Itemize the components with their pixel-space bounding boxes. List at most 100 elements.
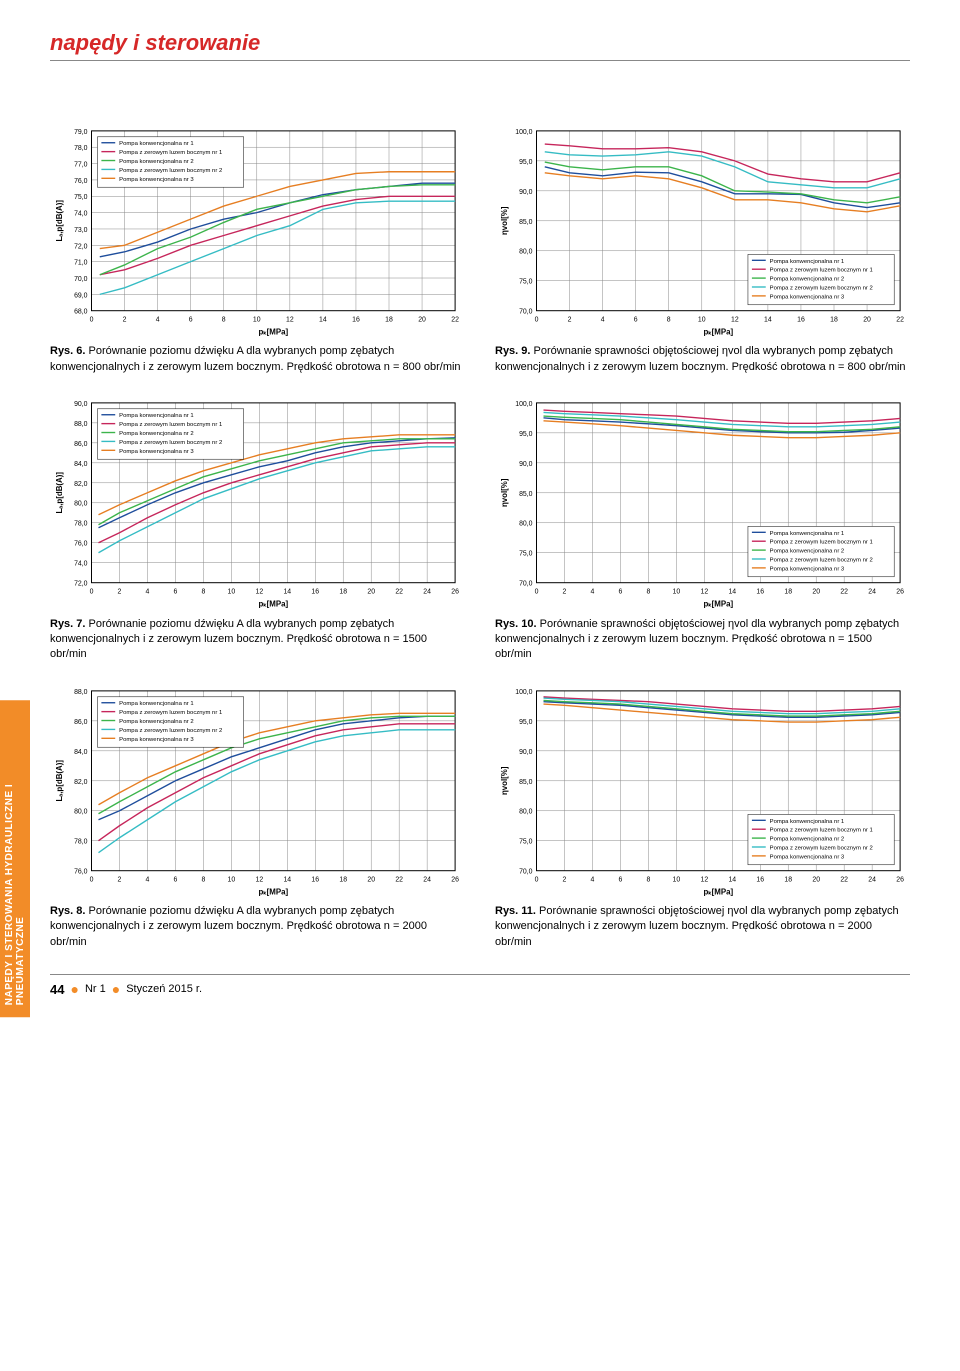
svg-text:0: 0 [90, 876, 94, 883]
svg-text:12: 12 [286, 317, 294, 324]
svg-text:22: 22 [451, 317, 459, 324]
svg-text:88,0: 88,0 [74, 689, 88, 696]
svg-text:6: 6 [189, 317, 193, 324]
svg-text:Pompa konwencjonalna nr 3: Pompa konwencjonalna nr 3 [119, 736, 194, 742]
svg-text:Pompa z zerowym luzem bocznym: Pompa z zerowym luzem bocznym nr 2 [770, 845, 873, 851]
svg-text:71,0: 71,0 [74, 260, 88, 267]
svg-text:78,0: 78,0 [74, 521, 88, 528]
svg-text:Lₐ,p[dB(A)]: Lₐ,p[dB(A)] [55, 472, 64, 514]
svg-text:14: 14 [283, 876, 291, 883]
svg-text:12: 12 [700, 589, 708, 596]
svg-text:95,0: 95,0 [519, 431, 533, 438]
svg-text:78,0: 78,0 [74, 145, 88, 152]
svg-text:76,0: 76,0 [74, 178, 88, 185]
footer-dot-icon: ● [112, 981, 120, 997]
svg-text:85,0: 85,0 [519, 219, 533, 226]
svg-text:Pompa z zerowym luzem bocznym: Pompa z zerowym luzem bocznym nr 1 [119, 710, 222, 716]
svg-text:10: 10 [253, 317, 261, 324]
svg-text:ηvol[%]: ηvol[%] [500, 478, 509, 507]
caption-fig11: Rys. 11. Porównanie sprawności objętości… [495, 904, 910, 950]
svg-text:70,0: 70,0 [519, 868, 533, 875]
svg-text:10: 10 [673, 589, 681, 596]
svg-text:12: 12 [700, 876, 708, 883]
svg-text:4: 4 [146, 589, 150, 596]
svg-text:Pompa z zerowym luzem bocznym: Pompa z zerowym luzem bocznym nr 2 [770, 285, 873, 291]
svg-text:86,0: 86,0 [74, 441, 88, 448]
caption-fig7: Rys. 7. Porównanie poziomu dźwięku A dla… [50, 617, 465, 663]
svg-text:100,0: 100,0 [515, 401, 532, 408]
svg-text:Pompa konwencjonalna nr 1: Pompa konwencjonalna nr 1 [119, 413, 194, 419]
svg-text:12: 12 [731, 317, 739, 324]
side-category-tab: NAPĘDY I STEROWANIA HYDRAULICZNE I PNEUM… [0, 700, 30, 1017]
svg-text:8: 8 [667, 317, 671, 324]
svg-text:0: 0 [90, 317, 94, 324]
svg-text:6: 6 [634, 317, 638, 324]
svg-text:18: 18 [385, 317, 393, 324]
svg-text:ηvol[%]: ηvol[%] [500, 766, 509, 795]
svg-text:Pompa konwencjonalna nr 3: Pompa konwencjonalna nr 3 [119, 177, 194, 183]
svg-text:16: 16 [352, 317, 360, 324]
svg-text:78,0: 78,0 [74, 838, 88, 845]
svg-text:80,0: 80,0 [519, 521, 533, 528]
svg-text:Pompa konwencjonalna nr 3: Pompa konwencjonalna nr 3 [119, 449, 194, 455]
svg-text:2: 2 [568, 317, 572, 324]
svg-text:85,0: 85,0 [519, 778, 533, 785]
svg-text:26: 26 [896, 589, 904, 596]
svg-text:90,0: 90,0 [519, 748, 533, 755]
svg-text:Pompa z zerowym luzem bocznym: Pompa z zerowym luzem bocznym nr 1 [770, 540, 873, 546]
svg-text:22: 22 [840, 589, 848, 596]
svg-text:Pompa konwencjonalna nr 1: Pompa konwencjonalna nr 1 [770, 259, 845, 265]
svg-text:Pompa konwencjonalna nr 1: Pompa konwencjonalna nr 1 [770, 818, 845, 824]
page-number: 44 [50, 982, 64, 997]
svg-text:22: 22 [896, 317, 904, 324]
svg-text:95,0: 95,0 [519, 719, 533, 726]
svg-text:6: 6 [618, 876, 622, 883]
svg-text:80,0: 80,0 [519, 808, 533, 815]
svg-text:75,0: 75,0 [519, 838, 533, 845]
svg-text:24: 24 [423, 589, 431, 596]
svg-text:88,0: 88,0 [74, 421, 88, 428]
svg-text:75,0: 75,0 [519, 279, 533, 286]
svg-text:10: 10 [698, 317, 706, 324]
svg-text:0: 0 [90, 589, 94, 596]
svg-text:95,0: 95,0 [519, 159, 533, 166]
svg-text:Pompa konwencjonalna nr 1: Pompa konwencjonalna nr 1 [119, 141, 194, 147]
svg-text:Pompa z zerowym luzem bocznym: Pompa z zerowym luzem bocznym nr 2 [770, 558, 873, 564]
svg-text:Lₐ,p[dB(A)]: Lₐ,p[dB(A)] [55, 200, 64, 242]
chart-fig9: 024681012141618202270,075,080,085,090,09… [495, 121, 910, 338]
svg-text:14: 14 [283, 589, 291, 596]
svg-text:2: 2 [118, 876, 122, 883]
caption-fig10: Rys. 10. Porównanie sprawności objętości… [495, 617, 910, 663]
svg-text:4: 4 [601, 317, 605, 324]
svg-text:84,0: 84,0 [74, 748, 88, 755]
svg-text:14: 14 [764, 317, 772, 324]
svg-text:Pompa z zerowym luzem bocznym: Pompa z zerowym luzem bocznym nr 1 [770, 827, 873, 833]
caption-fig9: Rys. 9. Porównanie sprawności objętościo… [495, 344, 910, 375]
svg-text:pₖ[MPa]: pₖ[MPa] [703, 600, 733, 609]
svg-text:Pompa z zerowym luzem bocznym: Pompa z zerowym luzem bocznym nr 2 [119, 440, 222, 446]
svg-text:16: 16 [756, 589, 764, 596]
svg-text:26: 26 [451, 876, 459, 883]
svg-text:20: 20 [367, 876, 375, 883]
svg-text:18: 18 [784, 589, 792, 596]
svg-text:Pompa konwencjonalna nr 2: Pompa konwencjonalna nr 2 [119, 719, 194, 725]
svg-text:8: 8 [201, 589, 205, 596]
svg-text:70,0: 70,0 [519, 309, 533, 316]
svg-text:18: 18 [784, 876, 792, 883]
svg-text:20: 20 [812, 589, 820, 596]
svg-text:16: 16 [311, 589, 319, 596]
svg-text:76,0: 76,0 [74, 541, 88, 548]
svg-text:pₖ[MPa]: pₖ[MPa] [258, 600, 288, 609]
svg-text:82,0: 82,0 [74, 481, 88, 488]
svg-text:20: 20 [367, 589, 375, 596]
svg-text:16: 16 [797, 317, 805, 324]
svg-text:18: 18 [339, 589, 347, 596]
svg-text:Pompa konwencjonalna nr 2: Pompa konwencjonalna nr 2 [119, 431, 194, 437]
svg-text:24: 24 [868, 589, 876, 596]
chart-fig7: 0246810121416182022242672,074,076,078,08… [50, 393, 465, 610]
svg-text:2: 2 [563, 589, 567, 596]
caption-fig8: Rys. 8. Porównanie poziomu dźwięku A dla… [50, 904, 465, 950]
svg-text:22: 22 [840, 876, 848, 883]
svg-text:22: 22 [395, 589, 403, 596]
svg-text:4: 4 [146, 876, 150, 883]
